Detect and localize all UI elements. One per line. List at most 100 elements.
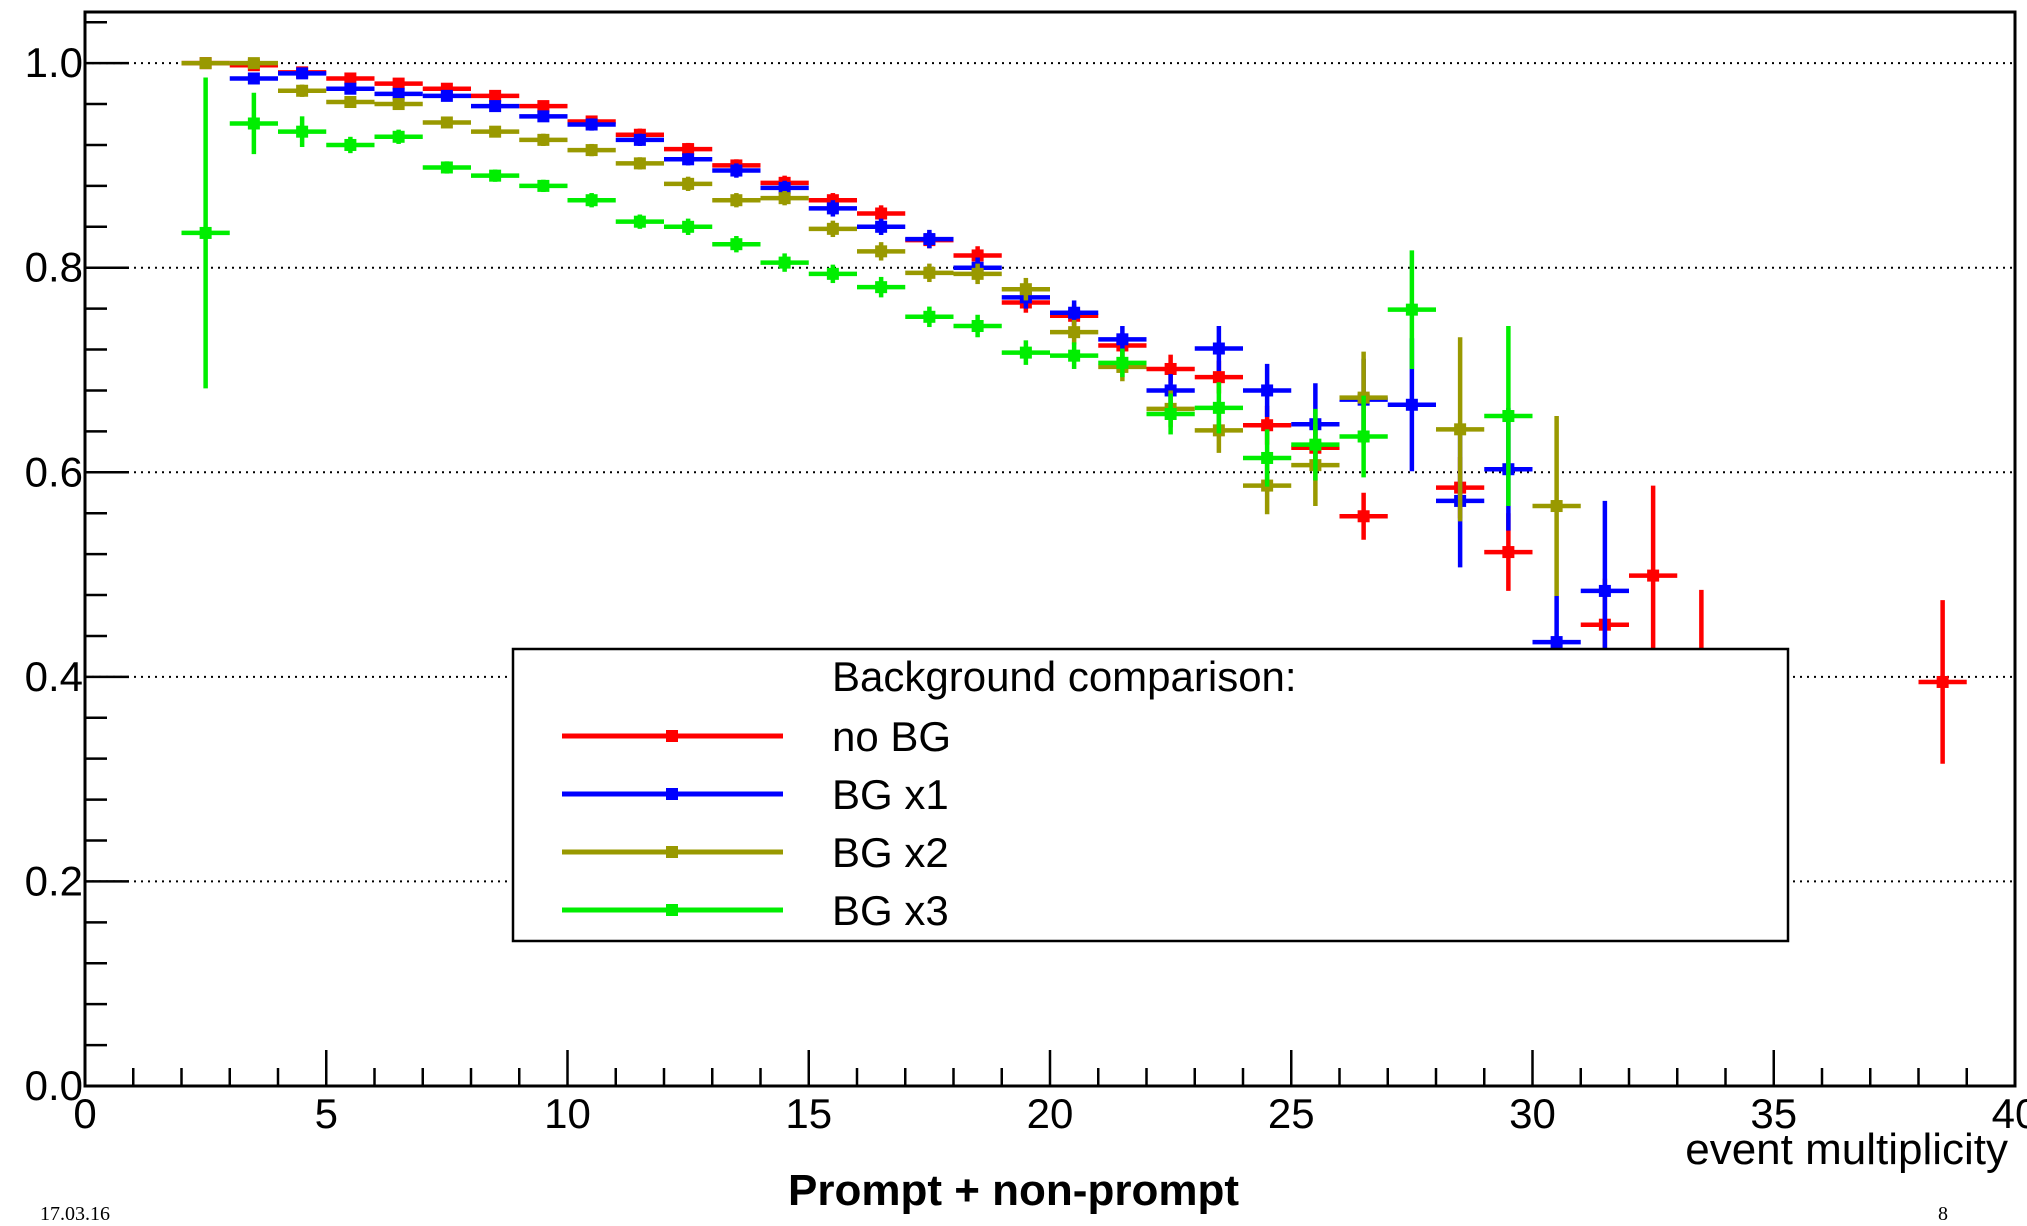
data-point: [1918, 600, 1967, 764]
marker: [826, 267, 839, 280]
data-point: [374, 98, 423, 111]
data-point: [760, 191, 809, 206]
marker: [778, 256, 791, 269]
marker: [247, 72, 260, 85]
data-point: [1532, 416, 1581, 597]
marker: [1502, 546, 1515, 559]
marker: [682, 220, 695, 233]
data-point: [1050, 319, 1099, 345]
marker: [296, 67, 309, 80]
marker: [344, 96, 357, 109]
marker: [392, 130, 405, 143]
marker: [440, 116, 453, 129]
data-point: [1098, 326, 1147, 353]
data-point: [664, 218, 713, 235]
data-point: [1001, 277, 1050, 301]
legend-entry-1: no BG: [562, 713, 951, 760]
y-tick-label-0: 0.0: [25, 1062, 83, 1109]
marker: [392, 98, 405, 111]
marker: [971, 320, 984, 333]
marker: [489, 125, 502, 138]
data-point: [471, 125, 520, 138]
marker: [1502, 410, 1515, 423]
marker: [1261, 384, 1274, 397]
data-point: [808, 264, 857, 284]
marker: [1936, 675, 1949, 688]
data-point: [567, 193, 616, 208]
data-point: [808, 220, 857, 238]
marker: [199, 57, 212, 70]
data-point: [808, 200, 857, 217]
marker: [440, 89, 453, 102]
marker: [1647, 569, 1660, 582]
marker: [971, 249, 984, 262]
data-point: [471, 169, 520, 182]
data-point: [422, 161, 471, 174]
marker: [923, 310, 936, 323]
data-point: [181, 77, 230, 389]
y-tick-label-3: 0.6: [25, 448, 83, 495]
data-point: [1001, 340, 1050, 365]
data-point: [519, 110, 568, 123]
data-point: [422, 89, 471, 102]
data-point: [1387, 250, 1436, 369]
x-tick-label-3: 15: [785, 1090, 832, 1137]
marker: [826, 202, 839, 215]
marker: [247, 57, 260, 70]
data-point: [519, 133, 568, 146]
marker: [633, 157, 646, 170]
marker: [1357, 430, 1370, 443]
data-point: [857, 276, 906, 298]
data-point: [615, 214, 664, 229]
marker: [682, 177, 695, 190]
marker: [1405, 398, 1418, 411]
marker: [1068, 349, 1081, 362]
data-point: [374, 129, 423, 144]
series-4: [181, 77, 1533, 507]
x-tick-label-1: 5: [315, 1090, 338, 1137]
marker: [1261, 419, 1274, 432]
data-point: [1339, 492, 1388, 540]
marker: [1116, 356, 1129, 369]
data-point: [471, 89, 520, 102]
marker: [730, 194, 743, 207]
data-point: [712, 163, 761, 178]
data-point: [471, 100, 520, 113]
marker: [1261, 451, 1274, 464]
legend-marker: [666, 788, 678, 800]
data-point: [181, 57, 230, 70]
x-tick-label-0: 0: [73, 1090, 96, 1137]
data-point: [278, 67, 327, 80]
marker: [1019, 346, 1032, 359]
x-tick-label-5: 25: [1268, 1090, 1315, 1137]
marker: [1357, 510, 1370, 523]
legend: Background comparison: no BG BG x1 BG x2 BG…: [511, 647, 1790, 943]
data-point: [1194, 382, 1243, 434]
data-point: [326, 82, 375, 95]
marker: [1212, 342, 1225, 355]
y-tick-label-4: 0.8: [25, 244, 83, 291]
data-point: [567, 118, 616, 131]
data-point: [953, 314, 1002, 338]
marker: [344, 82, 357, 95]
data-point: [1436, 337, 1485, 522]
data-point: [905, 229, 954, 249]
data-point: [519, 100, 568, 113]
data-point: [374, 77, 423, 90]
marker: [778, 192, 791, 205]
marker: [489, 100, 502, 113]
x-tick-label-2: 10: [544, 1090, 591, 1137]
legend-marker: [666, 846, 678, 858]
marker: [392, 87, 405, 100]
marker: [1019, 283, 1032, 296]
data-point: [857, 218, 906, 235]
marker: [826, 222, 839, 235]
data-point: [664, 153, 713, 166]
data-point: [905, 263, 954, 283]
legend-label: BG x1: [832, 771, 949, 818]
data-point: [326, 72, 375, 85]
data-point: [857, 242, 906, 261]
legend-label: BG x2: [832, 829, 949, 876]
data-point: [1484, 326, 1533, 507]
